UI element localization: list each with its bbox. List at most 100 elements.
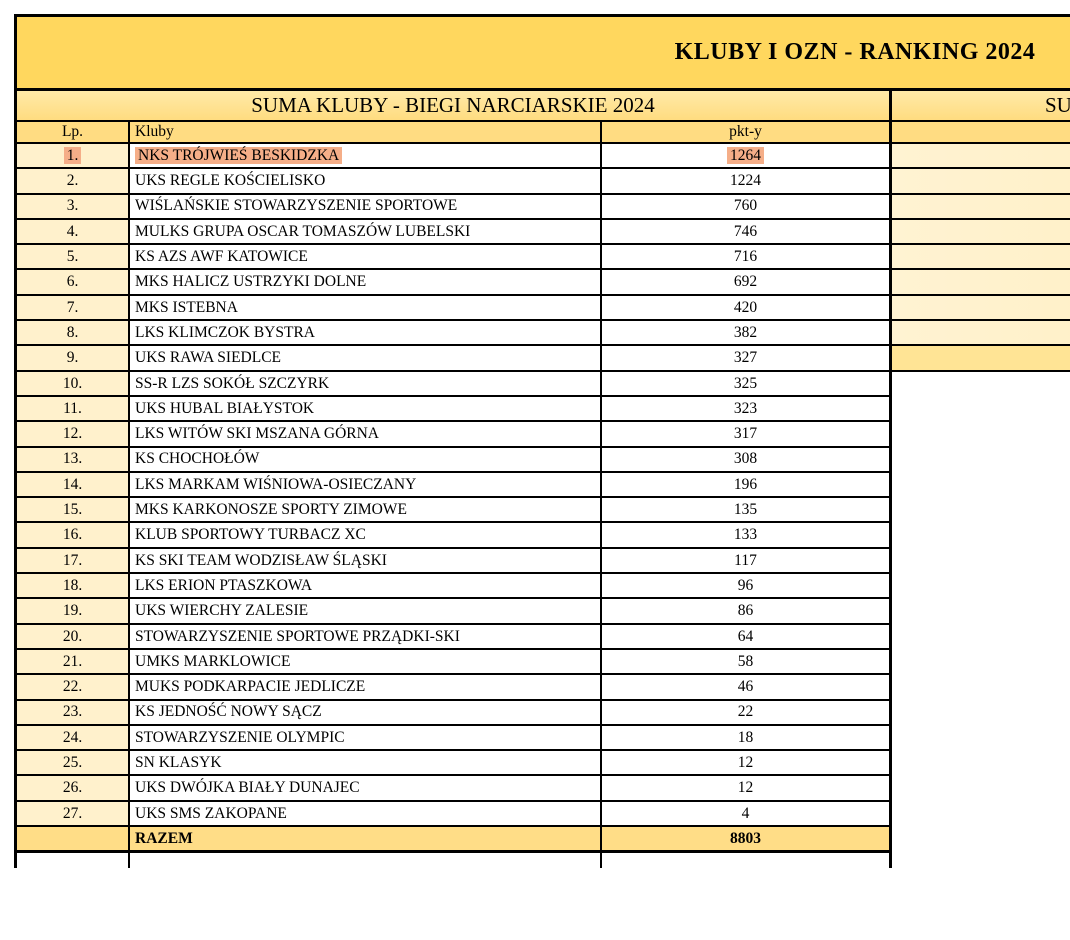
rank-cell: 19. [17,599,130,625]
points-cell: 4 [602,801,892,828]
points-cell: 46 [602,675,892,701]
rank-cell: 9. [17,346,130,372]
points-cell: 323 [602,396,892,423]
rank-cell: 24. [17,725,130,752]
right-section-cell [892,270,1070,296]
table-row: 16. KLUB SPORTOWY TURBACZ XC 133 [17,523,1070,549]
right-section-cell [892,776,1070,801]
table-row: 22. MUKS PODKARPACIE JEDLICZE 46 [17,675,1070,701]
rank-cell: 4. [17,219,130,246]
table-row: 19. UKS WIERCHY ZALESIE 86 [17,599,1070,625]
partial-points-cell [602,853,892,869]
points-cell: 716 [602,245,892,271]
column-header-row: Lp. Kluby pkt-y [17,122,1070,144]
club-cell: WIŚLAŃSKIE STOWARZYSZENIE SPORTOWE [130,194,602,220]
highlight: 1. [63,146,82,165]
points-cell: 135 [602,498,892,524]
rank-cell: 7. [17,295,130,322]
right-section-cell [892,675,1070,700]
table-row: 17. KS SKI TEAM WODZISŁAW ŚLĄSKI 117 [17,548,1070,575]
table-row: 21. UMKS MARKLOWICE 58 [17,649,1070,676]
table-row: 11. UKS HUBAL BIAŁYSTOK 323 [17,396,1070,423]
club-cell: LKS MARKAM WIŚNIOWA-OSIECZANY [130,472,602,499]
right-section-cell [892,194,1070,220]
table-row: 14. LKS MARKAM WIŚNIOWA-OSIECZANY 196 [17,472,1070,499]
rank-cell: 13. [17,447,130,473]
table-row: 15. MKS KARKONOSZE SPORTY ZIMOWE 135 [17,498,1070,524]
table-row: 9. UKS RAWA SIEDLCE 327 [17,346,1070,372]
club-cell: SS-R LZS SOKÓŁ SZCZYRK [130,371,602,397]
rank-cell: 12. [17,422,130,448]
rank-cell: 23. [17,700,130,726]
table-body: 1. NKS TRÓJWIEŚ BESKIDZKA 1264 2. UKS REGLE … [17,144,1070,828]
points-cell: 12 [602,751,892,777]
right-section-cell [892,523,1070,548]
table-row: 2. UKS REGLE KOŚCIELISKO 1224 [17,169,1070,195]
footer-rank-cell [17,827,130,854]
table-row: 3. WIŚLAŃSKIE STOWARZYSZENIE SPORTOWE 760 [17,194,1070,220]
club-cell: MKS HALICZ USTRZYKI DOLNE [130,270,602,296]
club-cell: UKS HUBAL BIAŁYSTOK [130,396,602,423]
points-cell: 746 [602,219,892,246]
section-header-left: SUMA KLUBY - BIEGI NARCIARSKIE 2024 [17,91,892,122]
right-section-cell [892,625,1070,650]
club-cell: LKS ERION PTASZKOWA [130,574,602,600]
table-row: 13. KS CHOCHOŁÓW 308 [17,447,1070,473]
points-cell: 133 [602,523,892,549]
rank-cell: 20. [17,624,130,650]
points-cell: 117 [602,548,892,575]
points-cell: 692 [602,270,892,296]
table-row: 25. SN KLASYK 12 [17,751,1070,777]
club-cell: UKS RAWA SIEDLCE [130,346,602,372]
rank-cell: 6. [17,270,130,296]
right-section-cell [892,549,1070,574]
partial-rank-cell [17,853,130,869]
table-row: 7. MKS ISTEBNA 420 [17,295,1070,322]
club-cell: UKS DWÓJKA BIAŁY DUNAJEC [130,776,602,802]
rank-cell: 22. [17,675,130,701]
table-title-row: KLUBY I OZN - RANKING 2024 [17,17,1070,91]
ranking-table: KLUBY I OZN - RANKING 2024 SUMA KLUBY - … [14,14,1070,869]
club-cell: UKS SMS ZAKOPANE [130,801,602,828]
club-cell: KS JEDNOŚĆ NOWY SĄCZ [130,700,602,726]
table-row: 12. LKS WITÓW SKI MSZANA GÓRNA 317 [17,422,1070,448]
table-row: 8. LKS KLIMCZOK BYSTRA 382 [17,321,1070,347]
club-cell: LKS WITÓW SKI MSZANA GÓRNA [130,422,602,448]
points-cell: 308 [602,447,892,473]
highlight: 1264 [727,146,764,165]
points-cell: 96 [602,574,892,600]
club-cell: UKS WIERCHY ZALESIE [130,599,602,625]
rank-cell: 8. [17,321,130,347]
rank-cell: 5. [17,245,130,271]
right-section-cell [892,650,1070,675]
rank-cell: 14. [17,472,130,499]
table-row: 5. KS AZS AWF KATOWICE 716 [17,245,1070,271]
right-section-cell [892,802,1070,827]
right-section-cell [892,245,1070,271]
points-cell: 1264 [602,144,892,170]
rank-cell: 25. [17,751,130,777]
highlight: NKS TRÓJWIEŚ BESKIDZKA [135,146,343,165]
club-cell: MKS KARKONOSZE SPORTY ZIMOWE [130,498,602,524]
points-cell: 327 [602,346,892,372]
club-cell: KS AZS AWF KATOWICE [130,245,602,271]
points-cell: 58 [602,649,892,676]
club-cell: UKS REGLE KOŚCIELISKO [130,169,602,195]
rank-cell: 16. [17,523,130,549]
partial-row [17,853,1070,869]
rank-cell: 1. [17,144,130,170]
points-cell: 86 [602,599,892,625]
club-cell: MKS ISTEBNA [130,295,602,322]
points-cell: 22 [602,700,892,726]
points-cell: 18 [602,725,892,752]
right-section-cell [892,372,1070,397]
column-header-right [892,122,1070,144]
right-section-cell [892,498,1070,523]
right-section-cell [892,726,1070,751]
right-section-cell [892,751,1070,776]
partial-right-cell [892,853,1070,868]
right-section-cell [892,321,1070,347]
column-header-lp: Lp. [17,122,130,144]
rank-cell: 10. [17,371,130,397]
